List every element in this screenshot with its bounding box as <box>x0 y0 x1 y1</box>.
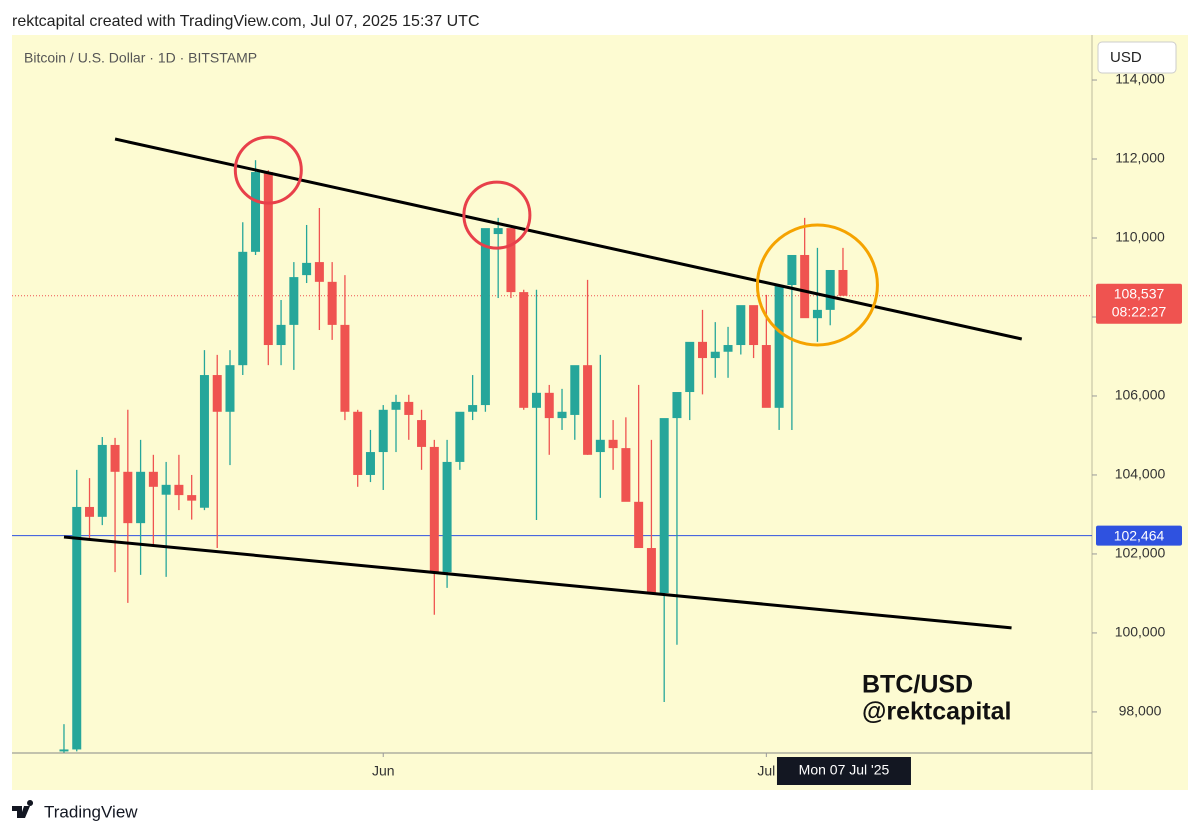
footer: TradingView <box>44 802 138 821</box>
candle-body <box>838 269 848 296</box>
candle-body <box>710 351 720 359</box>
candle-body <box>110 444 120 472</box>
candle-body <box>646 548 656 594</box>
candle-body <box>340 324 350 412</box>
candle-body <box>72 506 82 750</box>
currency-box <box>1097 41 1177 74</box>
candle-body <box>289 277 299 325</box>
candle-body <box>812 309 822 319</box>
highlight-circle <box>233 135 303 205</box>
candle-body <box>314 262 324 282</box>
date-tooltip-box <box>776 757 911 785</box>
candle-body <box>685 341 695 393</box>
candle-body <box>276 324 286 346</box>
x-tick-label: Jun <box>372 763 395 779</box>
highlight-circle <box>755 223 879 347</box>
price-label: 108,537 <box>1114 285 1165 301</box>
candle-body <box>327 281 337 325</box>
candle-body <box>583 365 593 455</box>
candle-body <box>212 375 222 412</box>
symbol-title: Bitcoin / U.S. Dollar · 1D · BITSTAMP <box>24 50 257 66</box>
currency: USD <box>1110 49 1142 66</box>
candle-body <box>659 418 669 594</box>
candle-body <box>736 305 746 346</box>
candle-body <box>199 375 209 508</box>
candle-body <box>787 254 797 285</box>
price-label-box <box>1096 283 1182 324</box>
price-countdown: 08:22:27 <box>1112 303 1167 319</box>
candle-body <box>621 448 631 502</box>
candle-body <box>442 461 452 573</box>
price-label-box <box>1096 525 1182 546</box>
trendline <box>63 535 1012 630</box>
header: rektcapital created with TradingView.com… <box>12 13 480 30</box>
y-tick-label: 98,000 <box>1119 703 1162 719</box>
candle-body <box>506 228 516 293</box>
date-tooltip: Mon 07 Jul '25 <box>799 762 890 778</box>
candle-body <box>353 411 363 475</box>
price-label: 102,464 <box>1114 527 1165 543</box>
candle-body <box>263 172 273 346</box>
candle-body <box>531 392 541 408</box>
candle-body <box>378 409 388 453</box>
candle-body <box>493 228 503 235</box>
highlight-circle <box>462 180 532 250</box>
y-tick-label: 114,000 <box>1115 71 1165 87</box>
candle-body <box>59 749 69 752</box>
candle-body <box>225 365 235 412</box>
x-tick-label: Jul <box>757 763 775 779</box>
candle-body <box>365 452 375 475</box>
candle-body <box>302 262 312 276</box>
y-tick-label: 102,000 <box>1115 545 1166 561</box>
candle-body <box>391 401 401 410</box>
tradingview-logo: TradingView <box>12 800 138 821</box>
candle-body <box>544 392 554 419</box>
candle-body <box>251 172 261 252</box>
watermark: @rektcapital <box>862 698 1011 726</box>
logo-icon <box>12 800 34 818</box>
y-tick-label: 100,000 <box>1115 624 1166 640</box>
candle-body <box>97 444 107 517</box>
candle-body <box>187 495 197 501</box>
candle-body <box>723 345 733 352</box>
candle-body <box>480 228 490 406</box>
candle-body <box>455 411 465 462</box>
candle-body <box>174 484 184 496</box>
watermark: BTC/USD <box>862 671 973 699</box>
candle-body <box>429 446 439 573</box>
candle-body <box>519 292 529 408</box>
y-tick-label: 110,000 <box>1115 229 1165 245</box>
candle-body <box>123 471 133 524</box>
candle-body <box>404 401 414 415</box>
candle-body <box>136 471 146 524</box>
candle-body <box>672 392 682 419</box>
candle-body <box>634 501 644 549</box>
candle-body <box>825 269 835 310</box>
candle-body <box>161 484 171 495</box>
candle-body <box>417 420 427 447</box>
candle-body <box>595 439 605 453</box>
candle-body <box>148 471 158 487</box>
candle-body <box>468 405 478 412</box>
y-tick-label: 112,000 <box>1115 150 1165 166</box>
y-tick-label: 104,000 <box>1115 466 1166 482</box>
y-tick-label: 106,000 <box>1115 387 1166 403</box>
candle-body <box>608 439 618 449</box>
candle-body <box>698 341 708 359</box>
candle-body <box>800 254 810 319</box>
candle-body <box>238 251 248 366</box>
candle-body <box>570 365 580 415</box>
candle-body <box>774 284 784 408</box>
candle-body <box>761 345 771 408</box>
trendline <box>114 137 1023 341</box>
candle-body <box>85 506 95 517</box>
plot <box>12 135 1092 753</box>
candle-body <box>749 305 759 346</box>
candle-body <box>557 411 567 419</box>
